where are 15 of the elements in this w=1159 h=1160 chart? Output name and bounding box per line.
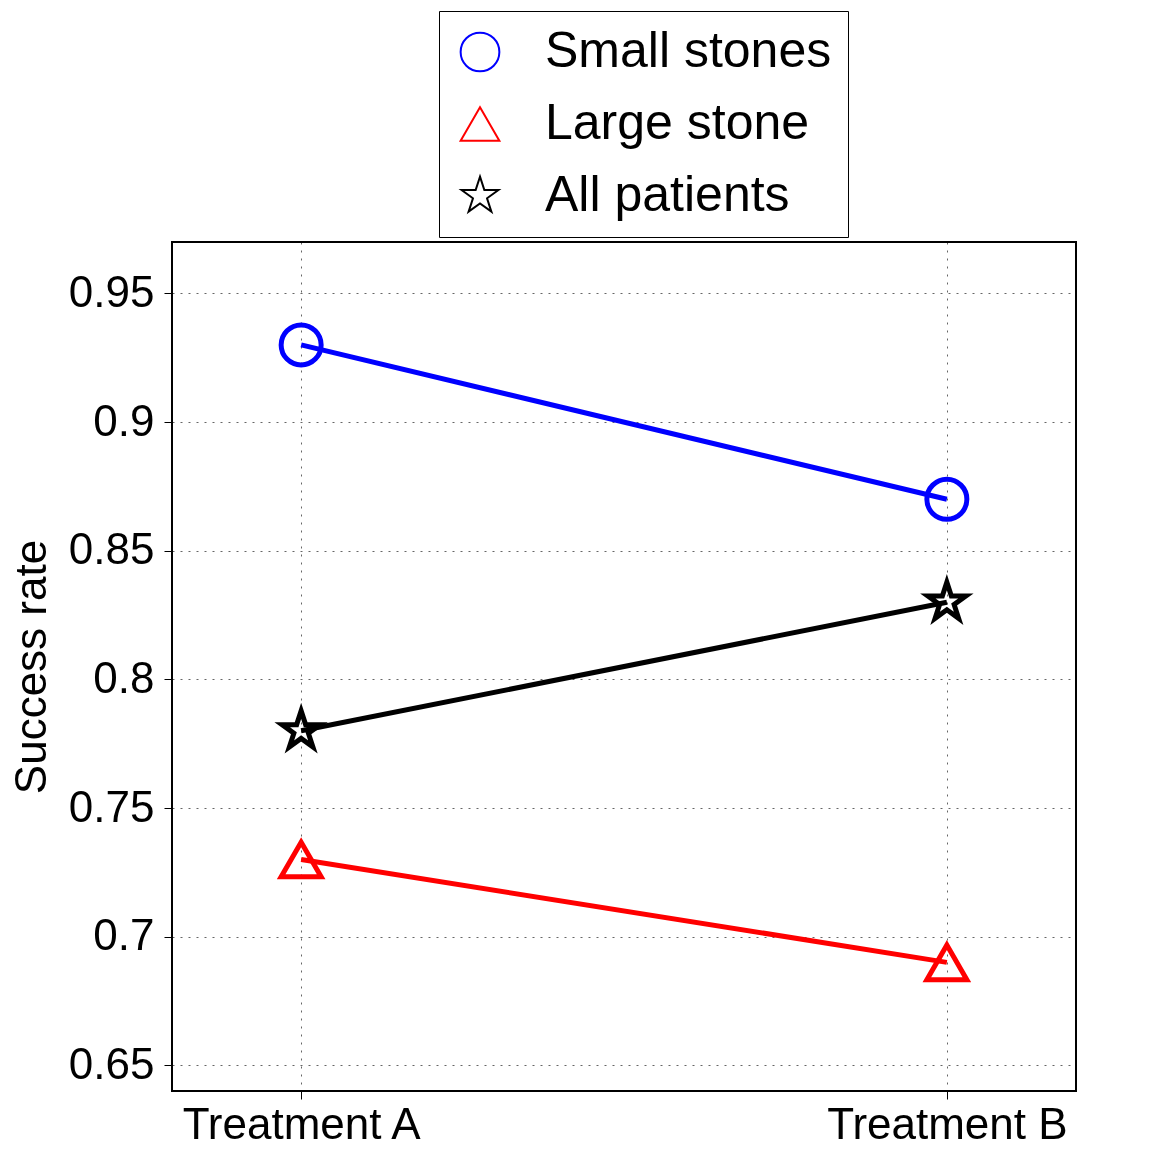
y-tick-label: 0.7	[93, 910, 155, 960]
y-tick-label: 0.95	[68, 266, 155, 316]
y-axis-title: Success rate	[5, 539, 55, 795]
y-tick-label: 0.85	[68, 524, 155, 574]
legend-label: Small stones	[545, 22, 832, 78]
legend-label: Large stone	[545, 94, 810, 150]
legend-label: All patients	[545, 166, 790, 222]
y-tick-label: 0.9	[93, 395, 155, 445]
y-tick-label: 0.75	[68, 781, 155, 831]
x-tick-label: Treatment A	[182, 1098, 422, 1148]
point	[278, 322, 324, 368]
y-tick-label: 0.8	[93, 652, 155, 702]
y-tick-label: 0.65	[68, 1038, 155, 1088]
point	[924, 476, 970, 522]
x-tick-label: Treatment B	[827, 1098, 1068, 1148]
